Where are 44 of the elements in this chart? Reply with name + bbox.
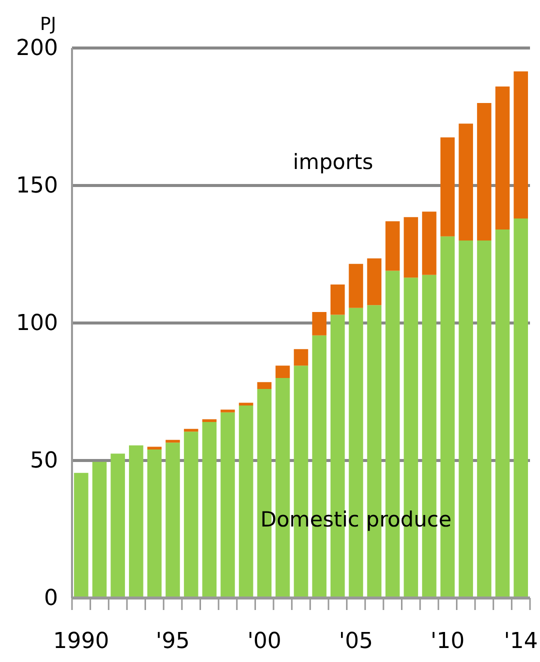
bar (495, 86, 510, 230)
bar (385, 221, 400, 271)
x-tick-label: '95 (156, 629, 190, 654)
bar (312, 312, 326, 336)
y-tick-label: 200 (16, 36, 58, 62)
y-tick-label: 100 (16, 311, 58, 336)
bar (166, 442, 180, 598)
bar (458, 124, 474, 240)
x-tick-label: '14 (504, 629, 538, 654)
bar (348, 264, 364, 308)
y-axis-title: PJ (40, 14, 56, 35)
bar (440, 137, 455, 236)
y-tick-label: 0 (44, 586, 58, 612)
bar (147, 450, 162, 598)
bar (110, 454, 125, 598)
bar (514, 218, 528, 598)
bar (74, 472, 88, 598)
bar (495, 230, 510, 598)
bar (238, 406, 254, 598)
y-tick-label: 150 (16, 174, 58, 199)
x-tick-label: '10 (430, 629, 465, 654)
bar (367, 258, 382, 306)
bar (220, 412, 235, 598)
bar (128, 445, 144, 598)
bar (92, 462, 107, 598)
bar (166, 440, 180, 443)
x-tick-label: 1990 (53, 629, 110, 654)
bar (404, 217, 418, 278)
bar (202, 422, 217, 598)
bar (276, 366, 290, 378)
y-tick-label: 50 (30, 448, 58, 474)
bar (294, 349, 308, 366)
x-tick-label: '05 (338, 629, 373, 654)
bar (422, 212, 436, 275)
bar (477, 103, 492, 240)
bar (458, 240, 474, 598)
bar (220, 410, 235, 412)
bar (257, 382, 272, 389)
bar (477, 240, 492, 598)
x-tick-label: '00 (247, 629, 282, 654)
bar (330, 284, 345, 315)
text: imports (292, 150, 374, 174)
bar (184, 432, 198, 598)
bar (514, 71, 528, 218)
